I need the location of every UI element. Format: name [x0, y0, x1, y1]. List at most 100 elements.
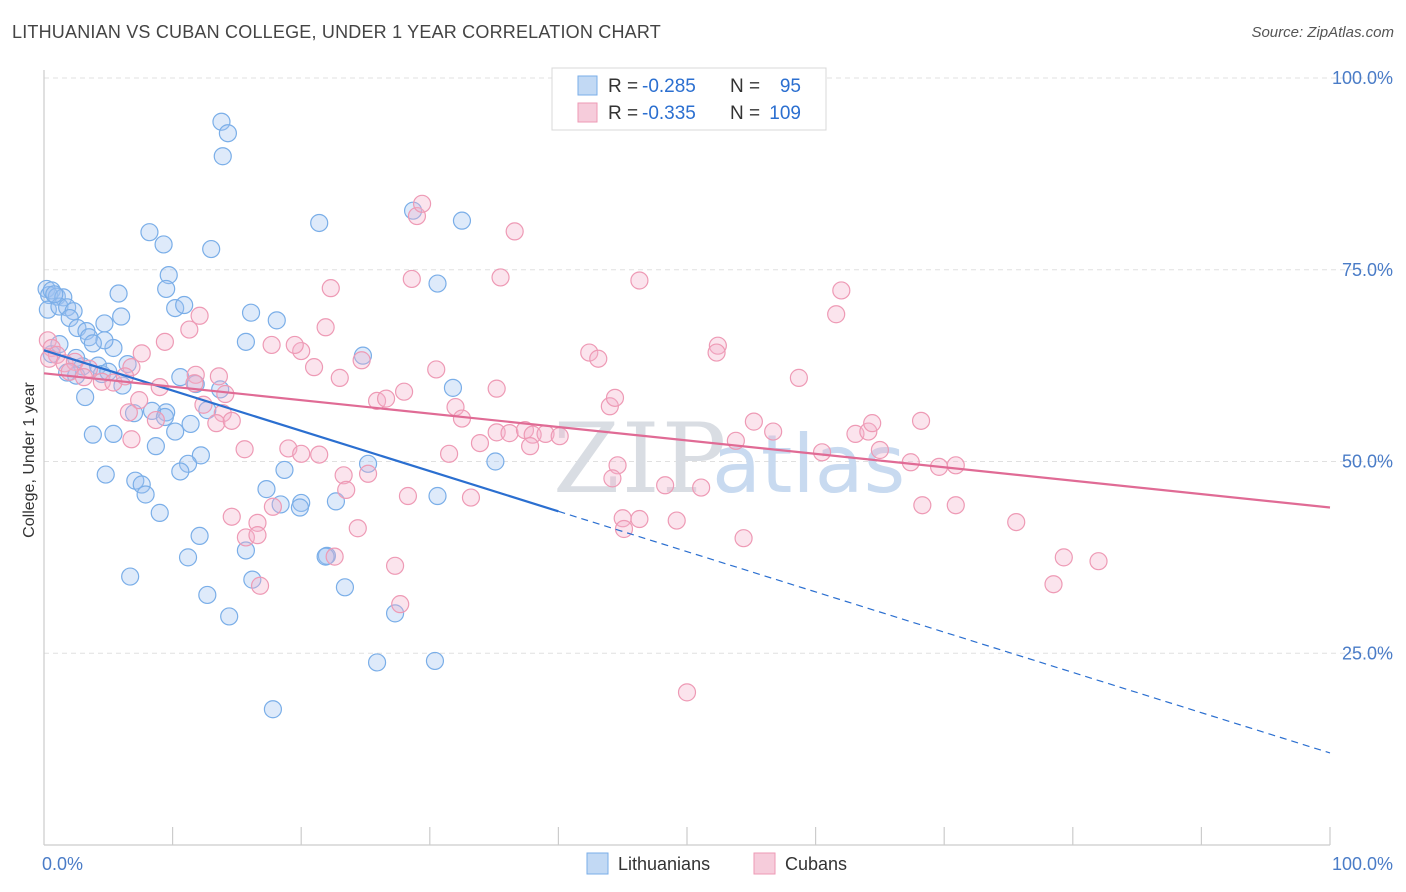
cuban-point-29: [222, 411, 241, 430]
cuban-point-85: [614, 519, 634, 539]
lithuanian-point-70: [212, 112, 231, 131]
cuban-point-95: [744, 412, 763, 431]
cuban-point-25: [209, 367, 228, 386]
lithuanian-point-83: [236, 332, 256, 351]
cuban-point-57: [391, 595, 410, 614]
lithuanian-point-72: [213, 147, 232, 166]
cuban-point-59: [398, 486, 418, 506]
cuban-point-107: [913, 496, 932, 515]
cuban-point-93: [707, 343, 726, 362]
lithuanian-point-51: [178, 548, 198, 567]
lithuanian-point-48: [136, 485, 155, 504]
lithuanian-point-38: [166, 422, 185, 441]
lithuanian-point-80: [157, 279, 176, 299]
grid-lines: [44, 77, 1392, 654]
cuban-point-49: [325, 547, 344, 566]
cuban-point-87: [630, 271, 649, 290]
cuban-point-14: [190, 306, 209, 325]
cuban-point-61: [412, 194, 432, 213]
lithuanian-point-64: [335, 578, 355, 597]
cuban-point-50: [348, 519, 367, 538]
watermark-atlas: atlas: [712, 418, 905, 511]
cuban-point-51: [358, 464, 378, 483]
cuban-point-98: [789, 368, 808, 387]
cuban-point-71: [500, 424, 519, 443]
bottom-legend-swatch-cubans: [753, 852, 776, 875]
cuban-point-112: [1007, 512, 1026, 532]
legend-n-label-cubans: N =: [730, 103, 760, 124]
lithuanian-point-39: [104, 424, 123, 443]
cuban-point-58: [402, 269, 421, 289]
cuban-point-39: [310, 445, 329, 464]
legend-r-label-lithuanians: R =: [608, 76, 638, 97]
cuban-point-105: [870, 440, 890, 460]
cuban-point-103: [859, 422, 878, 441]
lithuanian-point-71: [218, 124, 237, 143]
lithuanian-point-45: [96, 465, 115, 484]
cuban-point-101: [832, 281, 851, 300]
lithuanian-point-37: [181, 414, 200, 434]
lithuanian-point-54: [198, 585, 217, 605]
lithuanian-point-5: [38, 300, 57, 319]
legend-r-value-cubans: -0.335: [642, 103, 696, 124]
lithuanian-point-86: [428, 274, 447, 293]
cuban-point-12: [132, 344, 151, 363]
cuban-point-88: [656, 476, 675, 495]
y-tick-label-3: 100.0%: [1332, 68, 1393, 88]
watermark: ZIP atlas: [553, 403, 905, 515]
cuban-point-66: [470, 433, 490, 453]
lithuanian-point-53: [121, 567, 140, 586]
cuban-point-33: [236, 528, 256, 547]
trend-line-lithuanians: [43, 349, 559, 513]
cuban-point-56: [394, 382, 414, 401]
lithuanian-point-74: [154, 235, 173, 254]
lithuanian-point-76: [310, 213, 329, 233]
cuban-point-99: [812, 443, 832, 462]
cuban-point-15: [155, 332, 174, 351]
lithuanian-point-28: [76, 387, 95, 407]
legend-r-value-lithuanians: -0.285: [642, 76, 696, 97]
cuban-point-75: [521, 437, 540, 456]
cuban-point-28: [207, 414, 226, 433]
lithuanian-point-75: [202, 239, 221, 259]
cuban-point-70: [491, 268, 510, 287]
lithuanian-point-73: [140, 223, 159, 242]
bottom-legend-label-lithuanians: Lithuanians: [618, 854, 710, 874]
legend-n-value-cubans: 109: [769, 103, 801, 124]
lithuanian-point-67: [367, 653, 387, 672]
lithuanian-point-60: [257, 480, 276, 499]
cuban-point-65: [461, 488, 481, 507]
cuban-point-110: [946, 456, 965, 475]
chart-title: LITHUANIAN VS CUBAN COLLEGE, UNDER 1 YEA…: [12, 22, 661, 42]
correlation-legend: R = -0.285 N = 95 R = -0.335 N = 109: [551, 67, 827, 131]
cuban-point-97: [764, 422, 783, 441]
x-tick-label-min: 0.0%: [42, 854, 83, 874]
cuban-point-68: [487, 379, 506, 398]
cuban-point-64: [439, 444, 459, 463]
cuban-point-114: [1044, 575, 1063, 594]
lithuanian-point-90: [443, 378, 463, 397]
series-lithuanians: [37, 112, 505, 719]
cuban-point-44: [316, 318, 335, 337]
lithuanian-point-89: [428, 486, 447, 506]
lithuanian-point-94: [83, 334, 102, 353]
cuban-point-104: [863, 414, 882, 433]
cuban-point-26: [216, 384, 235, 404]
y-tick-labels: 25.0% 50.0% 75.0% 100.0%: [1332, 68, 1393, 663]
cuban-point-89: [667, 511, 686, 530]
cuban-point-52: [352, 351, 371, 370]
lithuanian-point-82: [175, 295, 194, 315]
lithuanian-point-47: [132, 475, 151, 494]
lithuanian-point-52: [236, 541, 256, 560]
cuban-point-22: [119, 403, 138, 422]
cuban-point-45: [321, 279, 340, 298]
lithuanian-point-41: [146, 437, 165, 456]
lithuanian-point-68: [425, 651, 445, 671]
cuban-point-46: [330, 368, 349, 387]
legend-r-label-cubans: R =: [608, 103, 638, 124]
bottom-legend-swatch-lithuanians: [586, 852, 609, 875]
cuban-point-115: [1089, 552, 1108, 571]
cuban-point-34: [248, 526, 267, 545]
cuban-point-13: [180, 320, 199, 339]
